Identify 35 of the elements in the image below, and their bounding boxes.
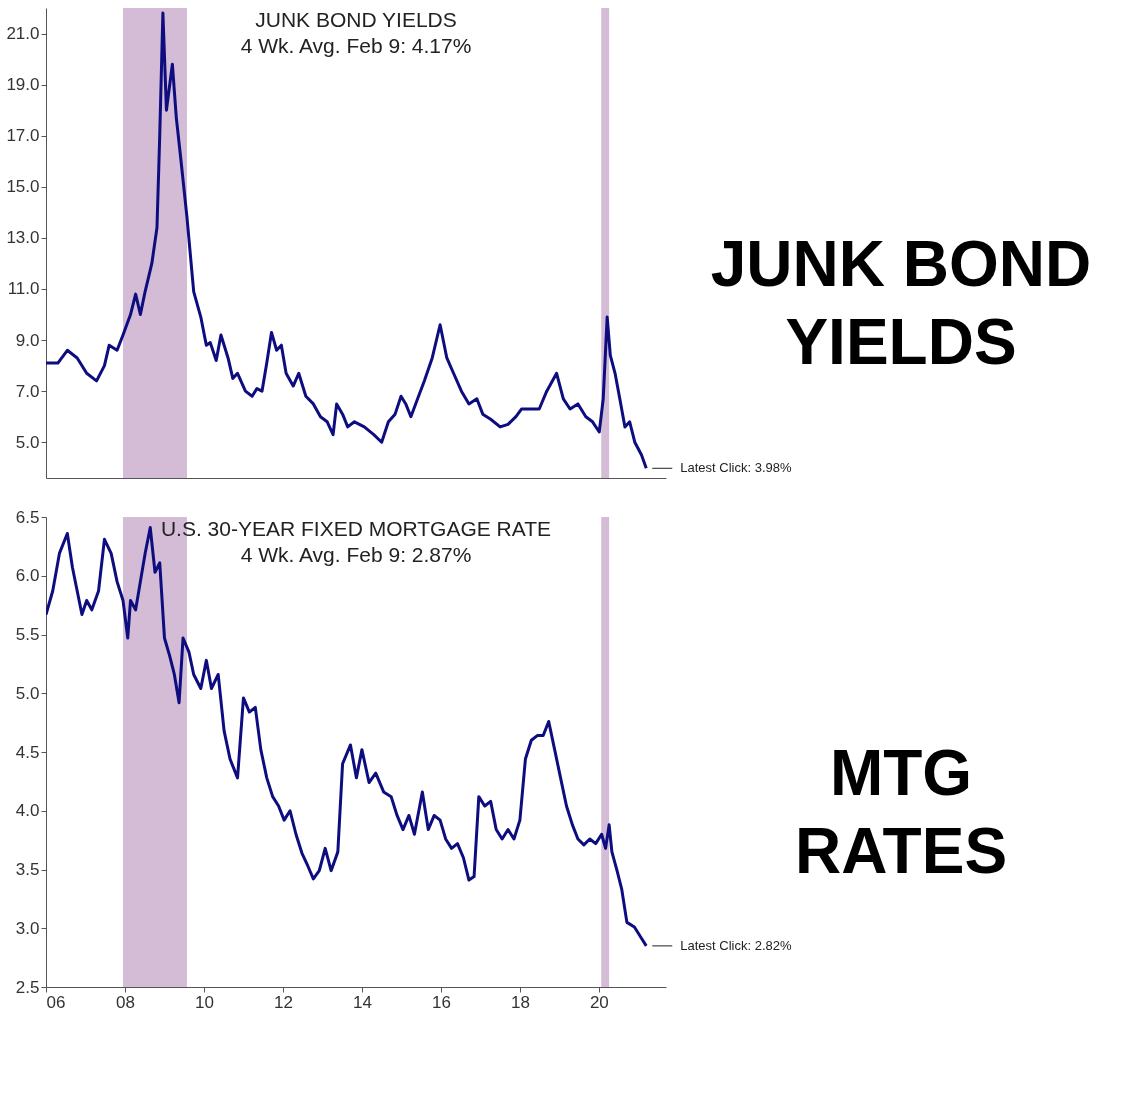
text: MTG RATES — [794, 736, 1008, 887]
y-tick-label: 9.0 — [15, 330, 40, 350]
y-tick-label: 7.0 — [15, 381, 40, 401]
annotation: Latest Click: 3.98% — [680, 460, 792, 476]
y-tick-label: 13.0 — [6, 228, 40, 248]
y-tick-label: 21.0 — [6, 24, 40, 44]
line-series — [46, 11, 648, 470]
chart-title: U.S. 30-YEAR FIXED MORTGAGE RATE — [160, 517, 552, 540]
x-tick-label: 06 — [46, 992, 66, 1012]
y-tick-label: 19.0 — [6, 75, 40, 95]
text: 4 Wk. Avg. Feb 9: 4.17% — [240, 34, 472, 57]
y-tick-label: 6.5 — [15, 507, 40, 527]
x-tick-label: 10 — [195, 992, 214, 1012]
x-tick-label: 08 — [116, 992, 135, 1012]
y-tick-label: 4.5 — [15, 742, 40, 762]
y-tick-label: 5.0 — [15, 432, 40, 452]
y-tick-label: 6.0 — [15, 566, 40, 586]
chart-title: JUNK BOND YIELDS — [255, 8, 457, 31]
y-tick-label: 15.0 — [6, 177, 40, 197]
y-tick-label: 3.5 — [15, 860, 40, 879]
y-tick-label: 5.5 — [15, 625, 40, 644]
x-tick-label: 12 — [273, 992, 293, 1012]
y-tick-label: 11.0 — [7, 279, 40, 299]
y-tick-label: 4.0 — [15, 801, 40, 821]
annotation: Latest Click: 2.82% — [680, 937, 792, 953]
x-tick-label: 14 — [352, 992, 372, 1012]
y-tick-label: 5.0 — [15, 683, 40, 703]
y-tick-label: 17.0 — [6, 126, 40, 146]
y-tick-label: 2.5 — [15, 977, 40, 997]
text: JUNK BOND YIELDS — [710, 227, 1092, 378]
x-tick-label: 18 — [510, 992, 530, 1012]
y-tick-label: 3.0 — [15, 918, 40, 938]
x-tick-label: 20 — [589, 992, 609, 1012]
text: 4 Wk. Avg. Feb 9: 2.87% — [240, 543, 472, 566]
x-tick-label: 16 — [431, 992, 451, 1012]
